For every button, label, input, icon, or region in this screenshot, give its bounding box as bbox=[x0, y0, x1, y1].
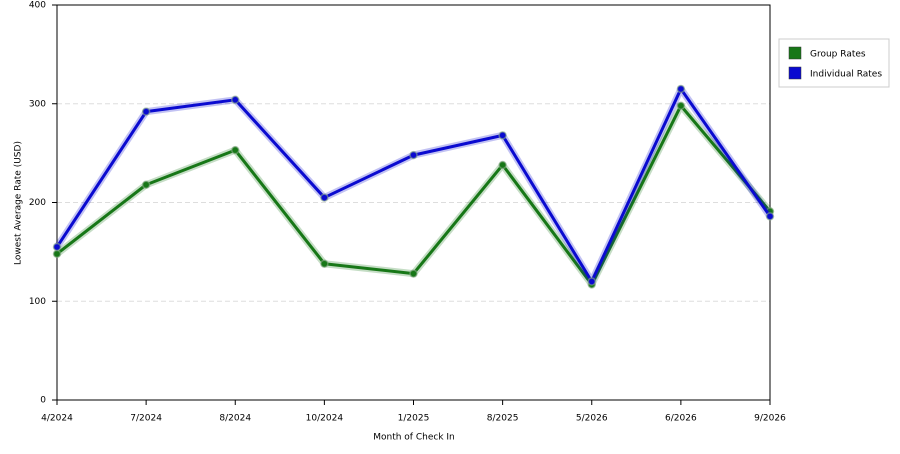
data-point bbox=[231, 95, 240, 105]
x-tick-label: 5/2026 bbox=[576, 414, 608, 424]
x-tick-label: 8/2025 bbox=[487, 414, 519, 424]
data-point bbox=[141, 107, 151, 116]
data-point bbox=[52, 249, 62, 259]
data-point bbox=[587, 277, 596, 286]
x-tick-label: 8/2024 bbox=[219, 414, 251, 424]
y-tick-label: 300 bbox=[29, 99, 46, 109]
y-tick-label: 0 bbox=[40, 396, 46, 406]
data-point bbox=[409, 269, 418, 278]
data-point bbox=[141, 180, 151, 189]
legend-swatch bbox=[788, 46, 802, 60]
data-point bbox=[231, 145, 240, 155]
y-tick-label: 100 bbox=[29, 297, 46, 307]
data-point bbox=[676, 84, 686, 94]
x-tick-label: 10/2024 bbox=[306, 414, 344, 424]
x-tick-label: 7/2024 bbox=[130, 414, 162, 424]
data-point bbox=[498, 131, 507, 140]
legend-label: Individual Rates bbox=[810, 70, 882, 80]
data-point bbox=[765, 212, 775, 221]
legend-box bbox=[778, 38, 890, 88]
x-tick-label: 9/2026 bbox=[754, 414, 786, 424]
x-tick-label: 4/2024 bbox=[41, 414, 73, 424]
x-tick-label: 6/2026 bbox=[665, 414, 697, 424]
data-point bbox=[320, 193, 329, 202]
x-axis-label: Month of Check In bbox=[373, 433, 455, 443]
data-point bbox=[320, 259, 329, 268]
legend-label: Group Rates bbox=[810, 50, 866, 60]
y-tick-label: 200 bbox=[29, 198, 46, 208]
y-axis-label: Lowest Average Rate (USD) bbox=[14, 141, 24, 265]
data-point bbox=[676, 101, 686, 110]
x-tick-label: 1/2025 bbox=[398, 414, 430, 424]
data-point bbox=[498, 160, 507, 170]
data-point bbox=[409, 150, 418, 160]
data-point bbox=[52, 242, 62, 252]
y-tick-label: 400 bbox=[29, 1, 46, 11]
legend-swatch bbox=[788, 66, 802, 80]
